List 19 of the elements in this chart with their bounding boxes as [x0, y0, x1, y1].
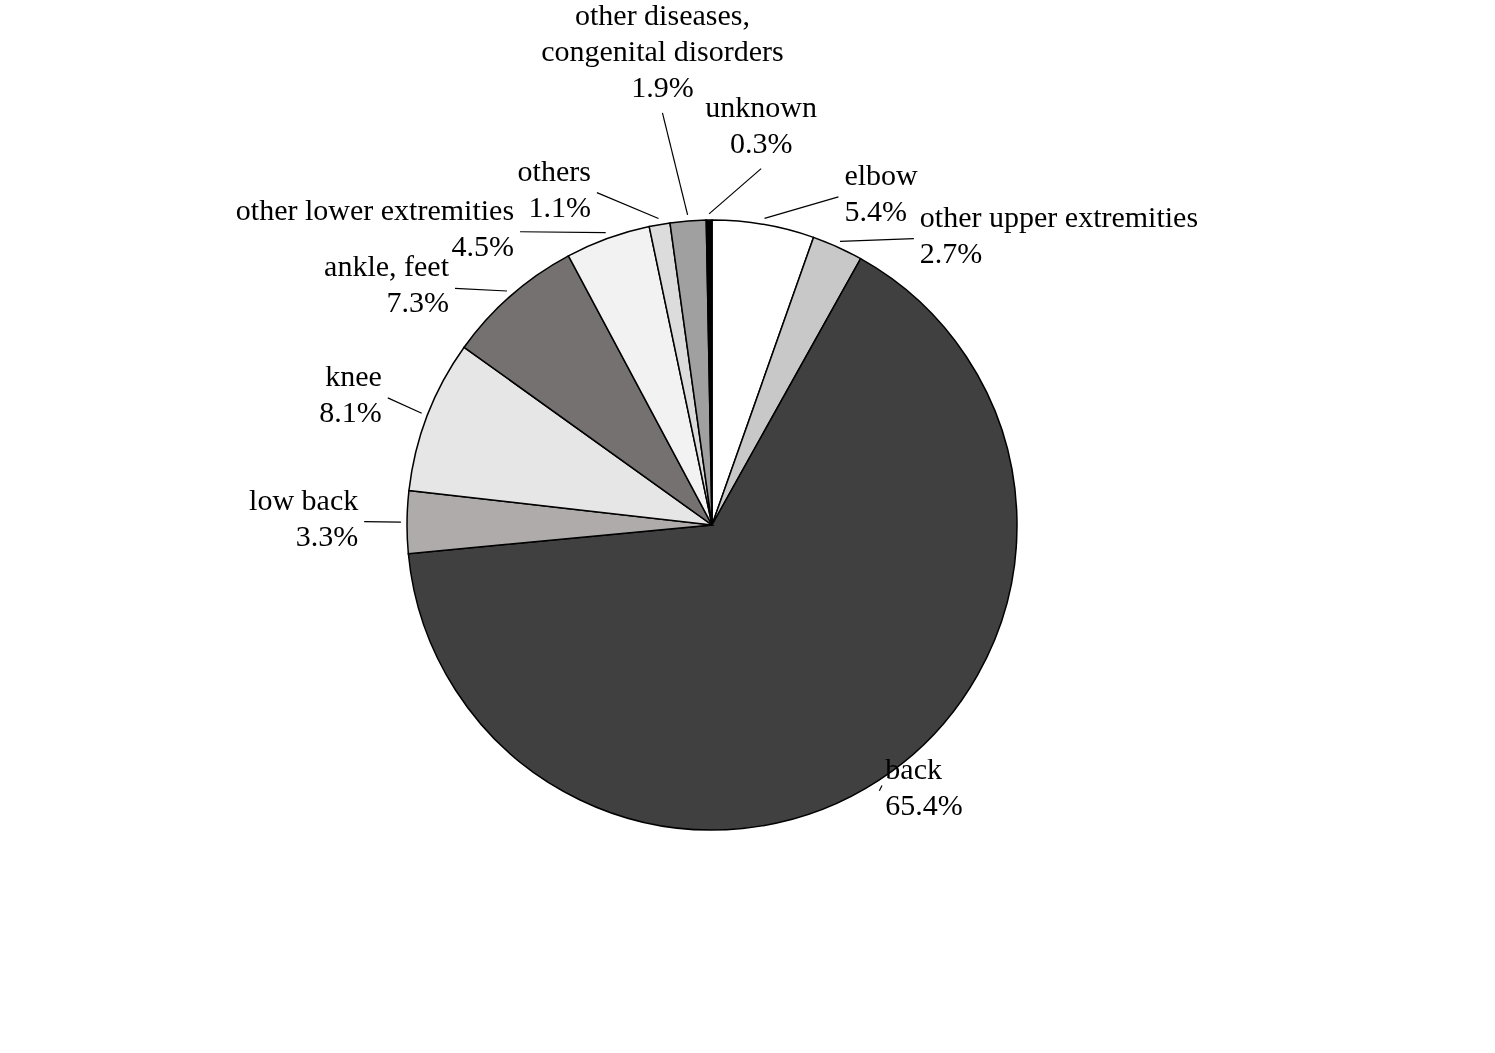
data-label: 3.3%: [295, 518, 359, 552]
slice-label: elbow: [844, 157, 919, 191]
slice-label: other diseases, congenital disorders: [541, 0, 784, 67]
data-label: 8.1%: [319, 394, 382, 428]
slice-label: other upper extremities: [919, 199, 1199, 233]
data-label: 2.7%: [919, 235, 983, 269]
data-label: 1.9%: [631, 69, 694, 103]
data-label: 7.3%: [386, 285, 449, 319]
data-label: 65.4%: [885, 787, 963, 821]
data-label: 5.4%: [844, 193, 907, 227]
slice-label: ankle, feet: [324, 249, 450, 283]
slice-label: knee: [325, 358, 382, 392]
slice-label: low back: [249, 482, 359, 516]
data-label: 1.1%: [528, 189, 591, 223]
slice-label: unknown: [705, 89, 817, 123]
data-label: 0.3%: [729, 125, 793, 159]
data-label: 4.5%: [451, 228, 515, 262]
slice-label: other lower extremities: [235, 192, 515, 226]
slice-label: others: [517, 153, 591, 187]
